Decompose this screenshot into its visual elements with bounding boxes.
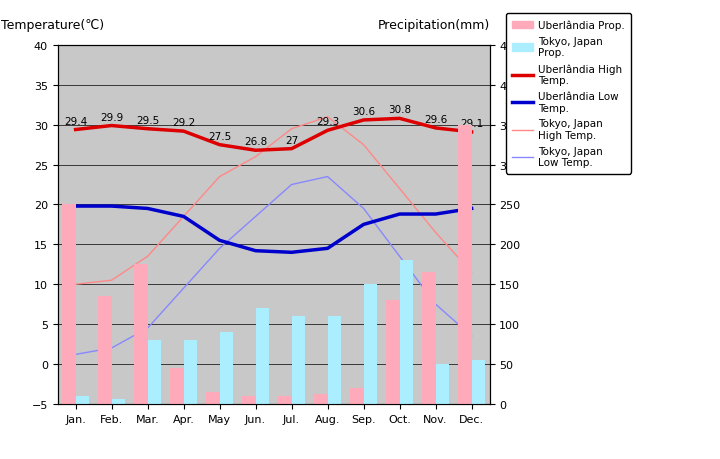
Uberlândia Low
Temp. — [71, 204, 80, 209]
Tokyo, Japan
Low Temp. — [71, 352, 80, 358]
Bar — [134, 265, 148, 404]
Uberlândia High
Temp. — [179, 129, 188, 134]
Uberlândia Low
Temp. — [395, 212, 404, 217]
Uberlândia Low
Temp. — [215, 238, 224, 244]
Tokyo, Japan
Low Temp. — [467, 334, 476, 339]
Uberlândia High
Temp. — [467, 130, 476, 135]
Tokyo, Japan
High Temp. — [107, 278, 116, 283]
Uberlândia High
Temp. — [251, 148, 260, 154]
Uberlândia Low
Temp. — [467, 206, 476, 212]
Tokyo, Japan
High Temp. — [323, 115, 332, 120]
Uberlândia Low
Temp. — [323, 246, 332, 252]
Tokyo, Japan
Low Temp. — [143, 325, 152, 331]
Tokyo, Japan
High Temp. — [251, 155, 260, 160]
Legend: Uberlândia Prop., Tokyo, Japan
Prop., Uberlândia High
Temp., Uberlândia Low
Temp: Uberlândia Prop., Tokyo, Japan Prop., Ub… — [505, 14, 631, 174]
Bar — [206, 392, 220, 404]
Bar — [278, 396, 292, 404]
Bar — [350, 388, 364, 404]
Bar — [328, 316, 341, 404]
Uberlândia High
Temp. — [107, 123, 116, 129]
Uberlândia High
Temp. — [143, 127, 152, 132]
Uberlândia Low
Temp. — [431, 212, 440, 217]
Tokyo, Japan
High Temp. — [215, 174, 224, 180]
Bar — [184, 340, 197, 404]
Tokyo, Japan
Low Temp. — [395, 254, 404, 259]
Uberlândia High
Temp. — [395, 116, 404, 122]
Uberlândia Low
Temp. — [179, 214, 188, 220]
Bar — [400, 261, 413, 404]
Uberlândia Low
Temp. — [359, 222, 368, 228]
Bar — [256, 308, 269, 404]
Text: 26.8: 26.8 — [244, 137, 267, 147]
Text: 27.5: 27.5 — [208, 131, 231, 141]
Tokyo, Japan
Low Temp. — [251, 214, 260, 220]
Tokyo, Japan
High Temp. — [143, 254, 152, 259]
Tokyo, Japan
High Temp. — [71, 282, 80, 287]
Uberlândia Low
Temp. — [287, 250, 296, 256]
Uberlândia High
Temp. — [431, 126, 440, 131]
Bar — [292, 316, 305, 404]
Bar — [220, 332, 233, 404]
Bar — [458, 125, 472, 404]
Line: Tokyo, Japan
High Temp.: Tokyo, Japan High Temp. — [76, 118, 472, 285]
Tokyo, Japan
Low Temp. — [431, 302, 440, 307]
Bar — [62, 205, 76, 404]
Bar — [170, 368, 184, 404]
Bar — [76, 396, 89, 404]
Text: Precipitation(mm): Precipitation(mm) — [377, 19, 490, 32]
Bar — [148, 340, 161, 404]
Line: Uberlândia Low
Temp.: Uberlândia Low Temp. — [76, 207, 472, 253]
Text: 29.2: 29.2 — [172, 118, 195, 128]
Bar — [98, 297, 112, 404]
Uberlândia High
Temp. — [359, 118, 368, 123]
Line: Uberlândia High
Temp.: Uberlândia High Temp. — [76, 119, 472, 151]
Tokyo, Japan
Low Temp. — [287, 182, 296, 188]
Uberlândia Low
Temp. — [251, 248, 260, 254]
Bar — [386, 301, 400, 404]
Bar — [364, 285, 377, 404]
Text: 30.8: 30.8 — [388, 105, 411, 115]
Bar — [112, 399, 125, 404]
Tokyo, Japan
Low Temp. — [107, 346, 116, 351]
Text: 29.6: 29.6 — [424, 115, 447, 125]
Text: 29.3: 29.3 — [316, 117, 339, 127]
Text: Temperature(℃): Temperature(℃) — [1, 19, 104, 32]
Uberlândia High
Temp. — [287, 146, 296, 152]
Text: 30.6: 30.6 — [352, 107, 375, 117]
Bar — [422, 273, 436, 404]
Uberlândia High
Temp. — [323, 128, 332, 134]
Tokyo, Japan
Low Temp. — [215, 246, 224, 252]
Bar — [314, 394, 328, 404]
Tokyo, Japan
High Temp. — [359, 143, 368, 148]
Uberlândia High
Temp. — [215, 143, 224, 148]
Text: 27: 27 — [285, 135, 298, 146]
Text: 29.1: 29.1 — [460, 119, 483, 129]
Tokyo, Japan
Low Temp. — [359, 206, 368, 212]
Bar — [242, 396, 256, 404]
Tokyo, Japan
Low Temp. — [179, 286, 188, 291]
Tokyo, Japan
High Temp. — [431, 230, 440, 235]
Text: 29.9: 29.9 — [100, 112, 123, 122]
Tokyo, Japan
Low Temp. — [323, 174, 332, 180]
Line: Tokyo, Japan
Low Temp.: Tokyo, Japan Low Temp. — [76, 177, 472, 355]
Uberlândia High
Temp. — [71, 128, 80, 133]
Uberlândia Low
Temp. — [143, 206, 152, 212]
Tokyo, Japan
High Temp. — [179, 214, 188, 220]
Tokyo, Japan
High Temp. — [395, 186, 404, 192]
Tokyo, Japan
High Temp. — [287, 127, 296, 132]
Text: 29.5: 29.5 — [136, 116, 159, 125]
Uberlândia Low
Temp. — [107, 204, 116, 209]
Bar — [472, 360, 485, 404]
Tokyo, Japan
High Temp. — [467, 270, 476, 275]
Text: 29.4: 29.4 — [64, 116, 87, 126]
Bar — [436, 364, 449, 404]
